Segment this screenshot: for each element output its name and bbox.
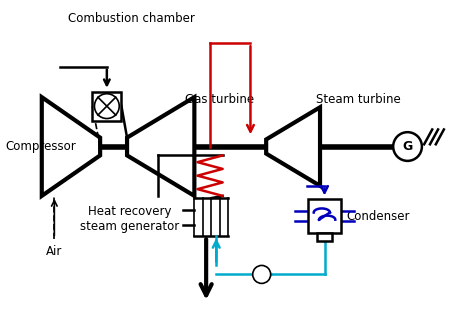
Text: Condenser: Condenser [346, 210, 410, 223]
Circle shape [253, 266, 271, 283]
Polygon shape [127, 97, 194, 196]
Text: steam generator: steam generator [80, 220, 179, 233]
Bar [308, 199, 341, 233]
Text: Combustion chamber: Combustion chamber [68, 12, 195, 25]
Text: Steam turbine: Steam turbine [316, 93, 400, 106]
Text: Heat recovery: Heat recovery [88, 205, 171, 218]
Polygon shape [266, 107, 320, 186]
Text: Compressor: Compressor [5, 140, 76, 153]
Bar [92, 91, 121, 121]
Bar [317, 233, 332, 241]
Text: Air: Air [46, 244, 63, 258]
Text: G: G [402, 140, 413, 153]
Circle shape [393, 132, 422, 161]
Polygon shape [42, 97, 100, 196]
Text: Gas turbine: Gas turbine [185, 93, 255, 106]
